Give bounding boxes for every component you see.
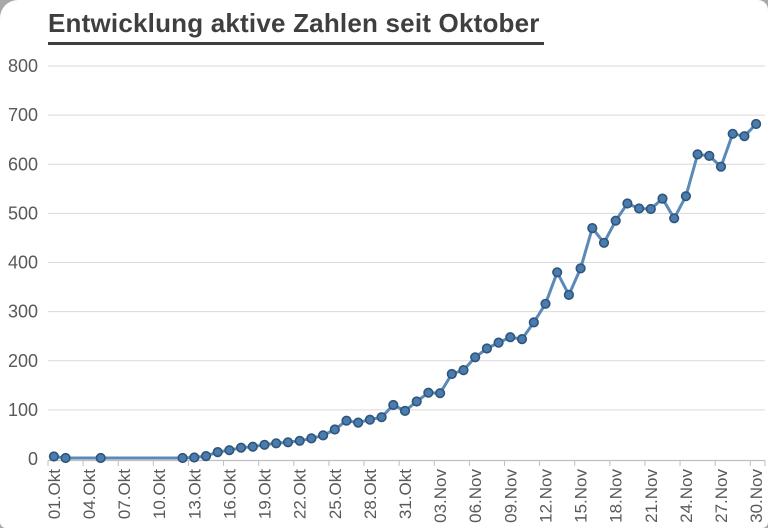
data-point-marker [633, 203, 645, 214]
data-point-marker [493, 337, 504, 348]
x-tick-label: 10.Okt [150, 469, 169, 519]
y-tick-label: 300 [8, 302, 38, 322]
x-tick-label: 25.Okt [326, 469, 345, 519]
data-point-marker [60, 452, 71, 464]
x-tick-label: 04.Okt [80, 469, 99, 519]
data-point-marker [458, 365, 469, 376]
data-point-marker [341, 415, 352, 426]
data-point-marker [481, 343, 493, 354]
data-point-marker [552, 267, 563, 278]
x-tick-label: 16.Okt [220, 469, 239, 519]
x-tick-label: 22.Okt [291, 469, 310, 519]
data-point-marker [435, 388, 446, 399]
y-tick-label: 100 [8, 400, 38, 420]
data-point-marker [528, 317, 539, 328]
x-tick-label: 31.Okt [396, 469, 415, 519]
data-point-marker [95, 452, 106, 464]
data-point-marker [657, 193, 668, 204]
x-tick-label: 09.Nov [501, 469, 520, 523]
x-tick-label: 18.Nov [607, 469, 626, 523]
data-point-marker [411, 396, 422, 407]
x-tick-label: 03.Nov [431, 469, 450, 523]
x-tick-label: 07.Okt [115, 469, 134, 519]
data-point-marker [177, 452, 188, 464]
data-point-marker [505, 332, 516, 343]
data-point-marker [294, 435, 305, 446]
data-point-marker [680, 191, 692, 202]
x-tick-label: 15.Nov [572, 469, 591, 523]
x-tick-label: 13.Okt [185, 469, 204, 519]
data-point-marker [399, 405, 411, 417]
y-tick-label: 200 [8, 351, 38, 371]
data-point-marker [271, 438, 282, 449]
data-point-marker [48, 451, 60, 462]
data-point-marker [200, 451, 212, 462]
data-point-marker [622, 198, 633, 209]
y-tick-label: 400 [8, 253, 38, 273]
data-point-marker [318, 430, 329, 441]
chart-title: Entwicklung aktive Zahlen seit Oktober [48, 8, 544, 45]
data-point-marker [388, 399, 399, 411]
data-point-marker [364, 414, 376, 425]
data-point-marker [540, 298, 551, 309]
y-tick-label: 600 [8, 154, 38, 174]
data-point-marker [212, 447, 223, 458]
x-tick-label: 06.Nov [466, 469, 485, 523]
y-tick-label: 700 [8, 105, 38, 125]
data-point-marker [598, 237, 610, 248]
data-point-marker [704, 150, 715, 161]
data-point-marker [189, 452, 200, 463]
data-point-marker [715, 161, 727, 172]
y-tick-label: 0 [28, 449, 38, 469]
data-point-marker [575, 263, 586, 274]
data-point-marker [563, 289, 575, 301]
data-point-marker [224, 445, 235, 456]
data-point-marker [376, 412, 387, 423]
data-point-marker [669, 213, 680, 224]
data-point-marker [306, 433, 317, 444]
x-tick-label: 24.Nov [677, 469, 696, 523]
data-point-marker [587, 223, 598, 234]
data-point-marker [446, 368, 457, 380]
x-tick-label: 01.Okt [45, 469, 64, 519]
x-tick-label: 27.Nov [712, 469, 731, 523]
data-point-marker [329, 424, 340, 435]
data-point-marker [247, 441, 258, 452]
data-point-marker [259, 439, 270, 450]
data-point-marker [692, 149, 703, 160]
data-point-marker [727, 128, 738, 139]
data-point-marker [610, 215, 621, 226]
x-tick-label: 12.Nov [536, 469, 555, 523]
data-point-marker [739, 131, 750, 142]
data-point-marker [645, 203, 656, 215]
x-tick-label: 19.Okt [256, 469, 275, 519]
data-point-marker [236, 442, 247, 453]
data-point-marker [516, 334, 528, 345]
y-tick-label: 500 [8, 203, 38, 223]
x-tick-label: 21.Nov [642, 469, 661, 523]
data-point-marker [750, 118, 762, 130]
data-point-marker [423, 387, 434, 398]
y-tick-label: 800 [8, 56, 38, 76]
x-tick-label: 30.Nov [747, 469, 766, 523]
data-point-marker [282, 437, 294, 448]
x-tick-label: 28.Okt [361, 469, 380, 519]
data-point-marker [353, 417, 364, 428]
data-point-marker [470, 352, 481, 363]
